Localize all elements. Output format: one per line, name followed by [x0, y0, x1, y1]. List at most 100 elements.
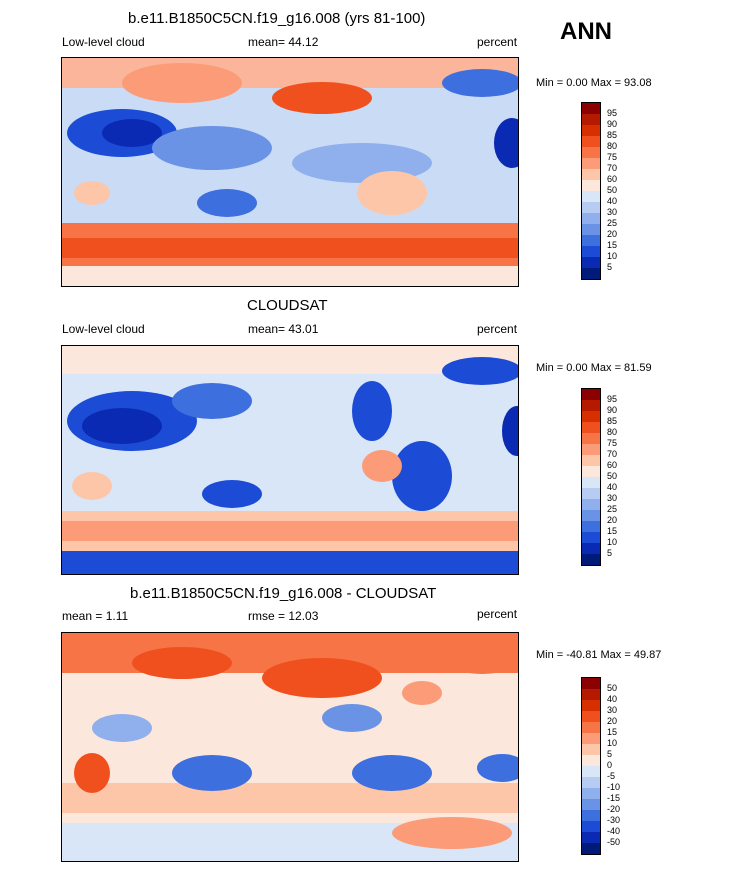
- colorbar-tick-label: 85: [607, 130, 618, 140]
- panel-2-map-field: [62, 346, 518, 574]
- panel-1-colorbar: [581, 102, 601, 280]
- colorbar-swatch: [582, 499, 600, 510]
- colorbar-swatch: [582, 125, 600, 136]
- colorbar-swatch: [582, 777, 600, 788]
- panel-2-mean-label: mean= 43.01: [248, 322, 319, 336]
- colorbar-tick-label: 25: [607, 504, 618, 514]
- colorbar-tick-label: 90: [607, 405, 618, 415]
- colorbar-tick-label: -20: [607, 804, 621, 814]
- colorbar-tick-label: 50: [607, 683, 618, 693]
- panel-3-units-label: percent: [477, 607, 518, 621]
- colorbar-swatch: [582, 532, 600, 543]
- colorbar-tick-label: 70: [607, 163, 618, 173]
- colorbar-swatch: [582, 700, 600, 711]
- colorbar-tick-label: 10: [607, 738, 618, 748]
- colorbar-swatch: [582, 389, 600, 400]
- colorbar-swatch: [582, 821, 600, 832]
- colorbar-swatch: [582, 744, 600, 755]
- colorbar-tick-label: 90: [607, 119, 618, 129]
- colorbar-tick-label: 5: [607, 749, 613, 759]
- colorbar-tick-label: 50: [607, 185, 618, 195]
- colorbar-swatch: [582, 799, 600, 810]
- panel-3-map: [61, 632, 519, 862]
- colorbar-swatch: [582, 722, 600, 733]
- colorbar-tick-label: 50: [607, 471, 618, 481]
- colorbar-swatch: [582, 202, 600, 213]
- colorbar-tick-label: -5: [607, 771, 616, 781]
- colorbar-swatch: [582, 689, 600, 700]
- panel-1-units-label: percent: [477, 35, 518, 49]
- colorbar-swatch: [582, 136, 600, 147]
- colorbar-swatch: [582, 411, 600, 422]
- panel-3-rmse-label: rmse = 12.03: [248, 609, 319, 623]
- colorbar-swatch: [582, 455, 600, 466]
- colorbar-swatch: [582, 678, 600, 689]
- colorbar-tick-label: -40: [607, 826, 621, 836]
- colorbar-swatch: [582, 843, 600, 854]
- colorbar-swatch: [582, 477, 600, 488]
- panel-1-minmax: Min = 0.00 Max = 93.08: [536, 77, 652, 89]
- colorbar-swatch: [582, 444, 600, 455]
- colorbar-tick-label: -10: [607, 782, 621, 792]
- colorbar-swatch: [582, 788, 600, 799]
- colorbar-swatch: [582, 169, 600, 180]
- colorbar-tick-label: 20: [607, 229, 618, 239]
- colorbar-swatch: [582, 755, 600, 766]
- panel-3-map-field: [62, 633, 518, 861]
- panel-3-mean-label: mean = 1.11: [62, 609, 129, 623]
- colorbar-swatch: [582, 147, 600, 158]
- colorbar-tick-label: 40: [607, 482, 618, 492]
- colorbar-tick-label: 60: [607, 174, 618, 184]
- colorbar-tick-label: 15: [607, 727, 618, 737]
- colorbar-tick-label: -50: [607, 837, 621, 847]
- colorbar-tick-label: 20: [607, 515, 618, 525]
- colorbar-swatch: [582, 114, 600, 125]
- colorbar-swatch: [582, 191, 600, 202]
- colorbar-tick-label: 15: [607, 240, 618, 250]
- colorbar-swatch: [582, 257, 600, 268]
- colorbar-swatch: [582, 235, 600, 246]
- colorbar-tick-label: 75: [607, 438, 618, 448]
- colorbar-swatch: [582, 510, 600, 521]
- panel-1-mean-label: mean= 44.12: [248, 35, 319, 49]
- colorbar-swatch: [582, 268, 600, 279]
- colorbar-tick-label: 70: [607, 449, 618, 459]
- panel-2-minmax: Min = 0.00 Max = 81.59: [536, 362, 652, 374]
- panel-2-units-label: percent: [477, 322, 518, 336]
- colorbar-tick-label: 95: [607, 394, 618, 404]
- colorbar-tick-label: 30: [607, 207, 618, 217]
- colorbar-swatch: [582, 158, 600, 169]
- colorbar-tick-label: 30: [607, 493, 618, 503]
- colorbar-swatch: [582, 103, 600, 114]
- colorbar-tick-label: 0: [607, 760, 613, 770]
- colorbar-tick-label: 95: [607, 108, 618, 118]
- colorbar-tick-label: 10: [607, 251, 618, 261]
- colorbar-swatch: [582, 554, 600, 565]
- colorbar-tick-label: 80: [607, 427, 618, 437]
- panel-3-title: b.e11.B1850C5CN.f19_g16.008 - CLOUDSAT: [130, 585, 437, 602]
- colorbar-swatch: [582, 466, 600, 477]
- colorbar-tick-label: 10: [607, 537, 618, 547]
- colorbar-swatch: [582, 766, 600, 777]
- panel-2-title: CLOUDSAT: [247, 297, 328, 314]
- colorbar-swatch: [582, 733, 600, 744]
- colorbar-tick-label: 20: [607, 716, 618, 726]
- colorbar-swatch: [582, 832, 600, 843]
- panel-3-minmax: Min = -40.81 Max = 49.87: [536, 649, 662, 661]
- colorbar-swatch: [582, 224, 600, 235]
- colorbar-tick-label: 40: [607, 694, 618, 704]
- colorbar-tick-label: 75: [607, 152, 618, 162]
- season-label: ANN: [560, 18, 612, 45]
- colorbar-swatch: [582, 521, 600, 532]
- panel-1-title: b.e11.B1850C5CN.f19_g16.008 (yrs 81-100): [128, 10, 426, 27]
- colorbar-tick-label: 60: [607, 460, 618, 470]
- panel-3-colorbar: [581, 677, 601, 855]
- colorbar-swatch: [582, 810, 600, 821]
- colorbar-swatch: [582, 180, 600, 191]
- colorbar-swatch: [582, 543, 600, 554]
- colorbar-swatch: [582, 488, 600, 499]
- colorbar-tick-label: 5: [607, 548, 613, 558]
- colorbar-swatch: [582, 433, 600, 444]
- colorbar-tick-label: 15: [607, 526, 618, 536]
- colorbar-tick-label: -30: [607, 815, 621, 825]
